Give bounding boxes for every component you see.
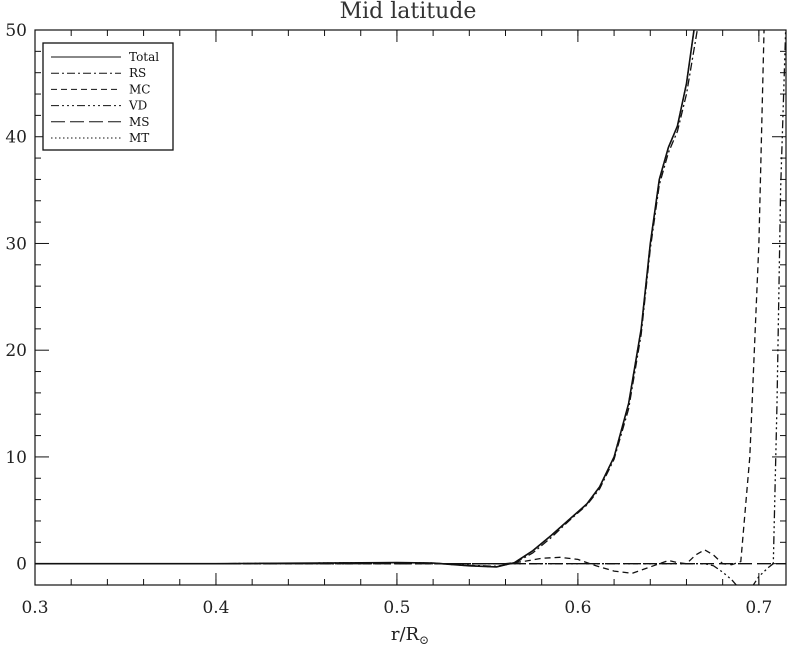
legend: Total RS MC VD MS MT (42, 42, 174, 151)
y-tick-label: 10 (5, 448, 27, 468)
legend-label-mc: MC (129, 82, 150, 96)
axes: 0.3 0.4 0.5 0.6 0.7 0 10 20 30 40 50 (5, 21, 787, 618)
legend-label-vd: VD (128, 99, 147, 113)
legend-label-mt: MT (129, 131, 149, 145)
x-tick-label: 0.4 (202, 598, 229, 618)
x-tick-label: 0.3 (21, 598, 48, 618)
series-line-mc (35, 30, 765, 574)
x-axis-label: r/R⊙ (391, 624, 429, 647)
y-tick-label: 40 (5, 128, 27, 148)
x-axis-label-subscript: ⊙ (419, 633, 429, 647)
legend-label-ms: MS (129, 115, 150, 129)
legend-label-rs: RS (129, 66, 146, 80)
x-tick-label: 0.5 (383, 598, 410, 618)
y-tick-label: 30 (5, 234, 27, 254)
y-tick-label: 0 (16, 555, 27, 575)
x-tick-label: 0.7 (745, 598, 772, 618)
x-tick-label: 0.6 (564, 598, 591, 618)
legend-box (42, 42, 174, 151)
y-tick-label: 50 (5, 21, 27, 41)
y-tick-label: 20 (5, 341, 27, 361)
plot-area (35, 30, 786, 585)
chart-title: Mid latitude (340, 0, 477, 24)
legend-label-total: Total (129, 50, 159, 64)
x-axis-label-main: r/R (391, 624, 420, 645)
